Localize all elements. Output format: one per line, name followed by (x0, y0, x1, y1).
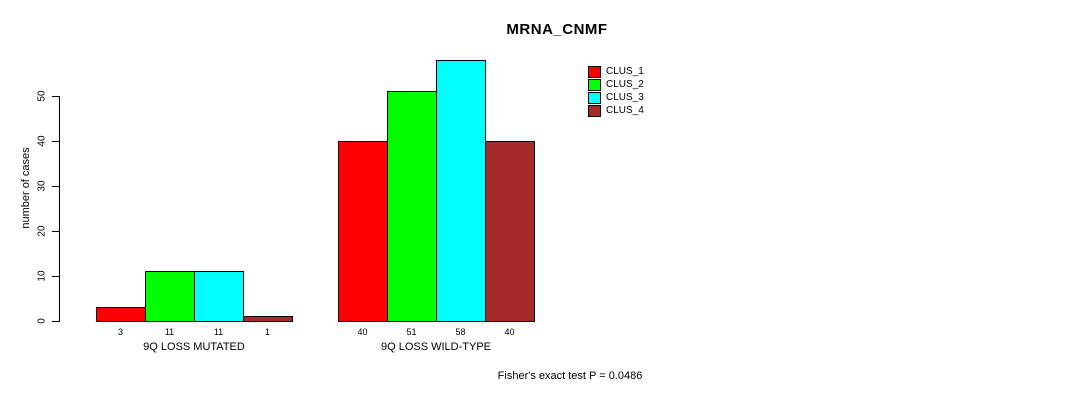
bar-clus_2 (145, 271, 195, 322)
legend: CLUS_1 CLUS_2 CLUS_3 CLUS_4 (588, 65, 644, 117)
bar-clus_3 (194, 271, 244, 322)
y-axis-line (59, 96, 60, 322)
legend-swatch-clus-2 (588, 78, 601, 91)
group-label: 9Q LOSS MUTATED (143, 341, 245, 353)
y-tick-label: 50 (36, 90, 48, 102)
bar-value-label: 11 (164, 327, 175, 337)
y-tick-mark (52, 321, 59, 322)
y-tick-label: 20 (36, 225, 48, 237)
y-tick-mark (52, 276, 59, 277)
bar-value-label: 58 (455, 327, 466, 337)
legend-row: CLUS_4 (588, 104, 644, 117)
legend-swatch-clus-3 (588, 91, 601, 104)
legend-row: CLUS_1 (588, 65, 644, 78)
statistical-test-footnote: Fisher's exact test P = 0.0486 (497, 370, 643, 382)
y-tick-label: 10 (36, 270, 48, 282)
chart-title: MRNA_CNMF (506, 21, 608, 38)
bar-clus_1 (338, 141, 388, 322)
group-label: 9Q LOSS WILD-TYPE (380, 341, 492, 353)
legend-row: CLUS_2 (588, 78, 644, 91)
bar-value-label: 3 (117, 327, 124, 337)
bar-clus_4 (243, 316, 293, 322)
y-tick-mark (52, 231, 59, 232)
y-tick-label: 0 (36, 318, 48, 324)
legend-swatch-clus-4 (588, 104, 601, 117)
bar-value-label: 51 (406, 327, 417, 337)
bar-clus_4 (485, 141, 535, 322)
bar-value-label: 40 (357, 327, 368, 337)
bar-clus_1 (96, 307, 146, 322)
bar-clus_3 (436, 60, 486, 322)
legend-swatch-clus-1 (588, 65, 601, 78)
legend-label: CLUS_4 (606, 105, 644, 116)
legend-label: CLUS_1 (606, 66, 644, 77)
y-tick-mark (52, 186, 59, 187)
y-tick-label: 30 (36, 180, 48, 192)
y-tick-mark (52, 96, 59, 97)
y-tick-mark (52, 141, 59, 142)
legend-label: CLUS_3 (606, 92, 644, 103)
bar-value-label: 1 (264, 327, 271, 337)
legend-row: CLUS_3 (588, 91, 644, 104)
bar-clus_2 (387, 91, 437, 322)
legend-label: CLUS_2 (606, 79, 644, 90)
y-axis-label: number of cases (20, 147, 32, 229)
y-tick-label: 40 (36, 135, 48, 147)
bar-value-label: 11 (213, 327, 224, 337)
bar-value-label: 40 (504, 327, 515, 337)
